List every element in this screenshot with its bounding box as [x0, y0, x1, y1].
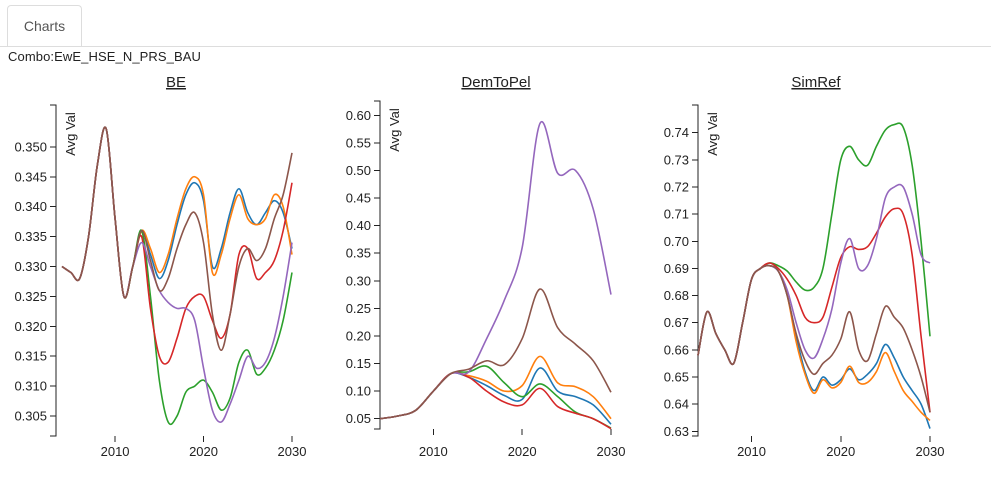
x-tick-label: 2030: [597, 444, 626, 459]
y-tick-label: 0.63: [664, 424, 689, 439]
tab-charts[interactable]: Charts: [7, 5, 82, 46]
y-tick-label: 0.330: [14, 259, 47, 274]
y-tick-label: 0.325: [14, 289, 47, 304]
chart-title: SimRef: [791, 74, 841, 91]
y-tick-label: 0.68: [664, 288, 689, 303]
y-tick-label: 0.335: [14, 229, 47, 244]
tab-bar: Charts: [0, 0, 991, 47]
chart-panel-1: DemToPel 0.05 0.10 0.15 0.20 0.25 0.30 0.35 0.40…: [346, 74, 626, 459]
y-tick-label: 0.305: [14, 409, 47, 424]
y-tick-label: 0.05: [346, 411, 371, 426]
series-line-4: [697, 183, 931, 366]
y-axis-label: Avg Val: [705, 112, 720, 156]
series-line-0: [61, 126, 293, 299]
chart-panel-2: SimRef 0.63 0.64 0.65 0.66 0.67 0.68 0.69 0.70 0.…: [664, 74, 945, 459]
x-tick-label: 2020: [826, 444, 855, 459]
series-line-3: [61, 126, 293, 365]
y-axis-label: Avg Val: [63, 112, 78, 156]
y-tick-label: 0.70: [664, 234, 689, 249]
y-axis-line: [50, 104, 57, 437]
y-tick-label: 0.25: [346, 301, 371, 316]
x-tick-label: 2010: [419, 444, 448, 459]
y-tick-label: 0.40: [346, 218, 371, 233]
y-tick-label: 0.30: [346, 273, 371, 288]
y-tick-label: 0.320: [14, 319, 47, 334]
y-tick-label: 0.50: [346, 163, 371, 178]
x-tick-label: 2030: [278, 444, 307, 459]
y-axis-line: [692, 104, 699, 437]
x-tick-label: 2020: [189, 444, 218, 459]
y-tick-label: 0.350: [14, 139, 47, 154]
y-tick-label: 0.20: [346, 328, 371, 343]
y-tick-label: 0.310: [14, 379, 47, 394]
y-tick-label: 0.60: [346, 108, 371, 123]
series-line-5: [61, 126, 293, 352]
y-tick-label: 0.345: [14, 169, 47, 184]
y-axis-line: [374, 100, 381, 430]
y-tick-label: 0.67: [664, 315, 689, 330]
y-tick-label: 0.45: [346, 191, 371, 206]
series-line-5: [697, 264, 931, 413]
combo-label: Combo:EwE_HSE_N_PRS_BAU: [8, 49, 202, 64]
y-tick-label: 0.315: [14, 349, 47, 364]
y-tick-label: 0.64: [664, 397, 689, 412]
y-tick-label: 0.35: [346, 246, 371, 261]
y-tick-label: 0.73: [664, 152, 689, 167]
series-line-1: [61, 126, 293, 299]
chart-panel-0: BE 0.305 0.310 0.315 0.320 0.325 0.330 0.335 0.3…: [14, 74, 306, 459]
y-tick-label: 0.340: [14, 199, 47, 214]
chart-title: BE: [166, 74, 186, 91]
series-line-3: [697, 207, 931, 413]
y-tick-label: 0.66: [664, 342, 689, 357]
y-tick-label: 0.71: [664, 207, 689, 222]
y-axis-label: Avg Val: [387, 108, 402, 152]
y-tick-label: 0.10: [346, 384, 371, 399]
series-line-3: [379, 371, 612, 430]
series-line-1: [379, 355, 612, 420]
y-tick-label: 0.15: [346, 356, 371, 371]
series-line-0: [379, 367, 612, 425]
y-tick-label: 0.65: [664, 370, 689, 385]
y-tick-label: 0.72: [664, 180, 689, 195]
y-tick-label: 0.55: [346, 135, 371, 150]
series-line-1: [697, 264, 931, 422]
y-tick-label: 0.74: [664, 125, 689, 140]
x-tick-label: 2010: [737, 444, 766, 459]
y-tick-label: 0.69: [664, 261, 689, 276]
series-line-0: [697, 264, 931, 429]
series-line-5: [379, 288, 612, 420]
x-tick-label: 2030: [916, 444, 945, 459]
x-tick-label: 2010: [101, 444, 130, 459]
series-line-2: [697, 122, 931, 366]
x-tick-label: 2020: [508, 444, 537, 459]
chart-title: DemToPel: [461, 74, 530, 91]
